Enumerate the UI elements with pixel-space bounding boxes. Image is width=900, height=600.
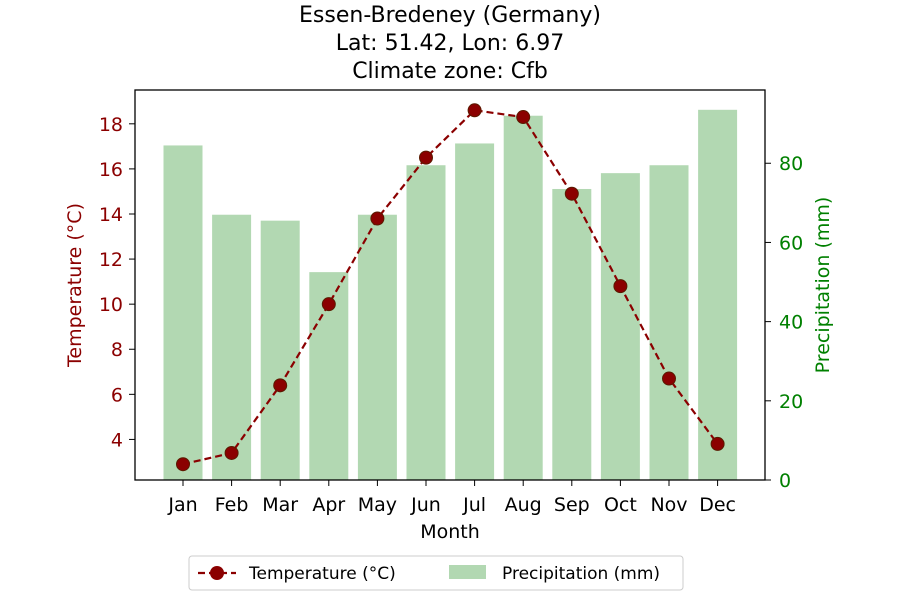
left-tick-label: 8 xyxy=(111,339,123,361)
precipitation-bar-mar xyxy=(260,220,300,480)
left-tick-label: 10 xyxy=(99,294,123,316)
left-tick-label: 12 xyxy=(99,249,123,271)
x-tick-label: Oct xyxy=(604,494,637,516)
temperature-point-sep xyxy=(564,186,579,201)
title-line-3: Climate zone: Cfb xyxy=(352,59,548,84)
x-tick-label: Mar xyxy=(262,494,298,516)
left-axis-label: Temperature (°C) xyxy=(64,203,86,368)
left-axis-ticks: 4 6 8 10 12 14 16 18 xyxy=(99,114,135,451)
temperature-point-jul xyxy=(467,103,482,118)
right-axis-label: Precipitation (mm) xyxy=(812,197,834,374)
x-axis-ticks: Jan Feb Mar Apr May Jun Jul Aug Sep Oct Nov Dec xyxy=(167,480,736,516)
temperature-point-oct xyxy=(613,279,628,294)
temperature-point-jun xyxy=(419,150,433,165)
plot-frame xyxy=(134,89,766,481)
temperature-point-jan xyxy=(176,457,190,472)
precipitation-bar-jul xyxy=(455,143,495,480)
left-tick-label: 6 xyxy=(111,384,123,406)
temperature-point-aug xyxy=(516,110,531,125)
temperature-point-may xyxy=(370,211,385,226)
x-tick-label: Nov xyxy=(650,494,687,516)
temperature-point-feb xyxy=(224,445,239,460)
right-tick-label: 80 xyxy=(779,153,803,175)
x-tick-label: Jun xyxy=(410,494,441,516)
precipitation-bar-oct xyxy=(600,173,640,480)
temperature-point-mar xyxy=(273,378,288,393)
right-axis-ticks: 0 20 40 60 80 xyxy=(765,153,803,492)
precipitation-bar-jun xyxy=(406,165,446,480)
temperature-point-apr xyxy=(321,297,336,312)
temperature-point-nov xyxy=(662,371,676,386)
temperature-line xyxy=(176,103,725,472)
precipitation-bar-sep xyxy=(552,188,592,480)
x-tick-label: Dec xyxy=(699,494,736,516)
x-tick-label: May xyxy=(358,494,397,516)
precipitation-bar-dec xyxy=(698,109,738,481)
left-tick-label: 4 xyxy=(111,429,123,451)
title-line-1: Essen-Bredeney (Germany) xyxy=(299,3,601,28)
legend-precipitation-swatch-icon xyxy=(449,565,486,579)
right-tick-label: 60 xyxy=(779,232,803,254)
precipitation-bar-aug xyxy=(503,115,543,481)
x-tick-label: Feb xyxy=(215,494,249,516)
precipitation-bar-jan xyxy=(163,145,203,481)
x-tick-label: Jan xyxy=(167,494,197,516)
legend-precipitation-label: Precipitation (mm) xyxy=(502,564,660,584)
x-tick-label: Sep xyxy=(554,494,590,516)
legend: Temperature (°C) Precipitation (mm) xyxy=(188,555,684,591)
title-line-2: Lat: 51.42, Lon: 6.97 xyxy=(336,31,564,56)
chart-title: Essen-Bredeney (Germany) Lat: 51.42, Lon… xyxy=(299,3,601,84)
right-tick-label: 20 xyxy=(779,391,803,413)
precipitation-bar-nov xyxy=(649,165,689,480)
legend-box xyxy=(188,555,684,591)
precipitation-bars xyxy=(163,109,738,481)
temperature-point-dec xyxy=(710,436,725,451)
right-tick-label: 0 xyxy=(779,470,791,492)
x-tick-label: Aug xyxy=(505,494,542,516)
right-tick-label: 40 xyxy=(779,312,803,334)
precipitation-bar-feb xyxy=(212,214,252,480)
precipitation-bar-may xyxy=(357,214,397,480)
legend-temperature-label: Temperature (°C) xyxy=(248,564,396,584)
x-tick-label: Jul xyxy=(462,494,486,516)
left-tick-label: 16 xyxy=(99,159,123,181)
legend-temperature-marker-icon xyxy=(210,566,224,580)
left-tick-label: 14 xyxy=(99,204,123,226)
x-tick-label: Apr xyxy=(312,494,345,516)
x-axis-label: Month xyxy=(420,521,480,543)
left-tick-label: 18 xyxy=(99,114,123,136)
